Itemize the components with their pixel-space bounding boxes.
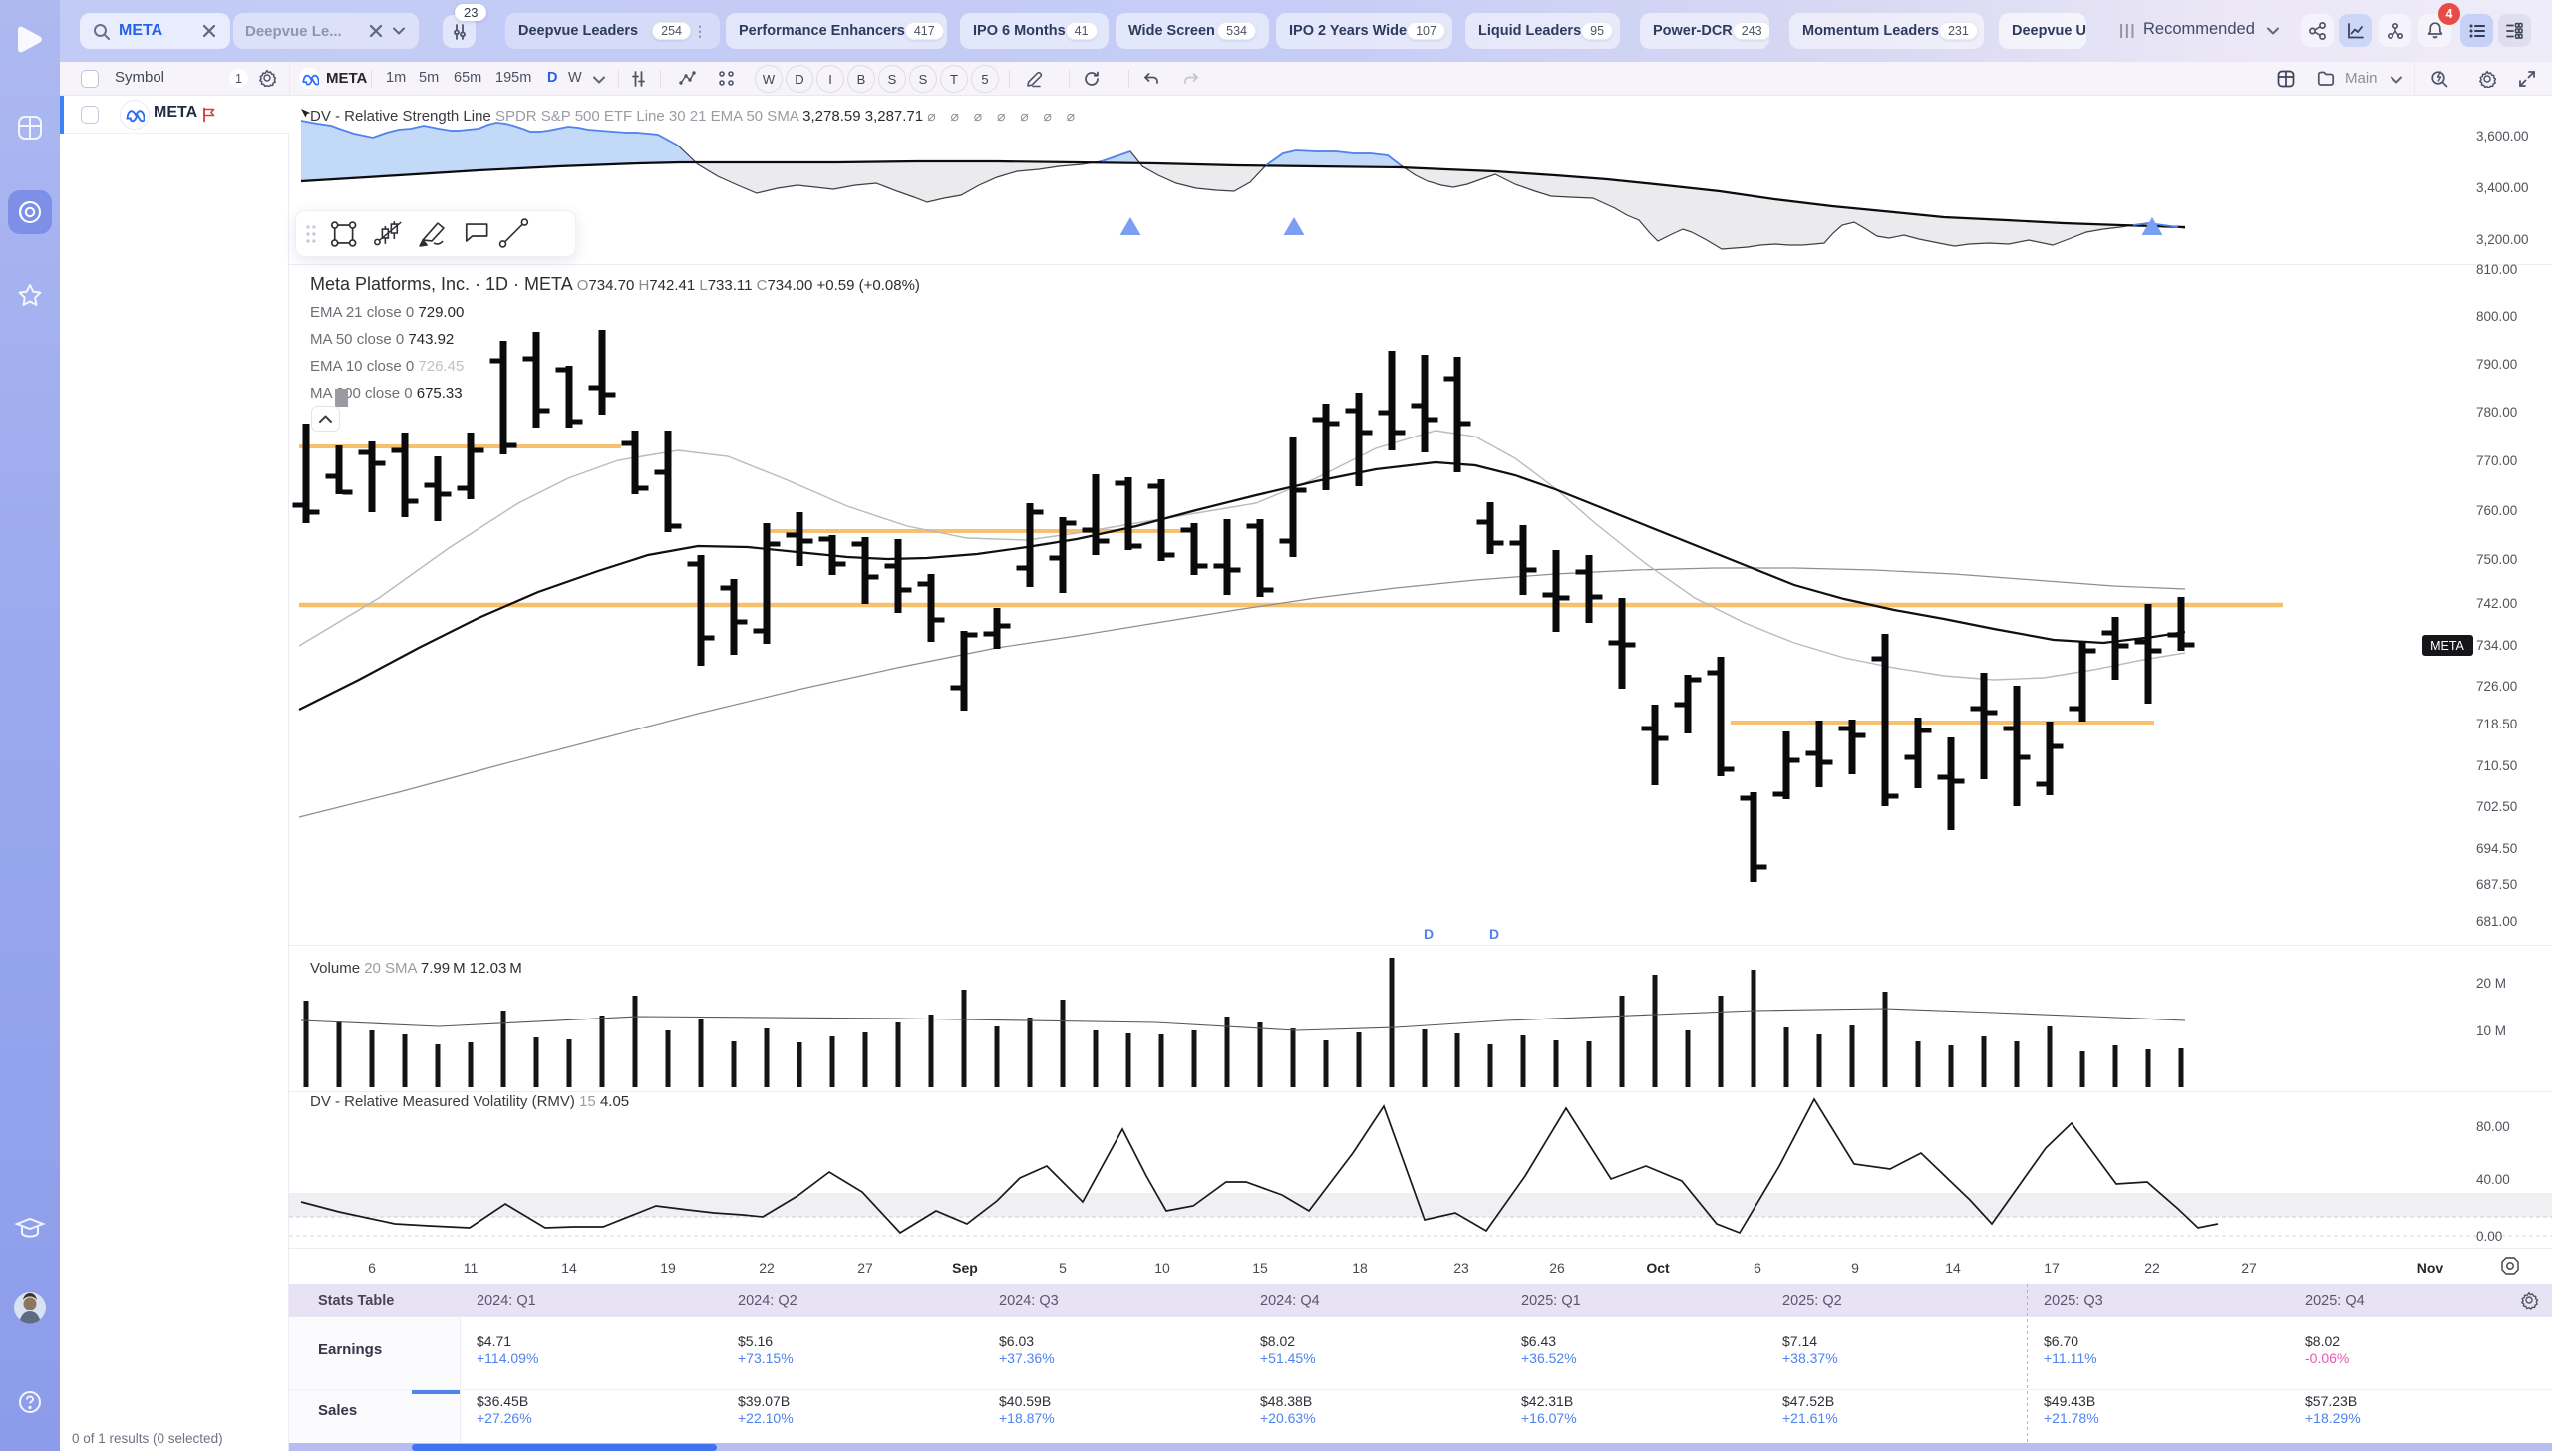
svg-text:3,200.00: 3,200.00: [2476, 232, 2529, 247]
svg-text:Sep: Sep: [952, 1260, 978, 1276]
svg-text:+51.45%: +51.45%: [1260, 1350, 1316, 1366]
svg-text:$4.71: $4.71: [477, 1333, 511, 1349]
svg-text:2024: Q3: 2024: Q3: [999, 1293, 1059, 1309]
svg-text:710.50: 710.50: [2476, 758, 2517, 773]
svg-text:2025: Q1: 2025: Q1: [1521, 1293, 1581, 1309]
svg-text:2025: Q3: 2025: Q3: [2044, 1293, 2103, 1309]
svg-text:702.50: 702.50: [2476, 799, 2517, 814]
svg-text:$57.23B: $57.23B: [2305, 1393, 2357, 1409]
svg-text:718.50: 718.50: [2476, 717, 2517, 731]
svg-text:$39.07B: $39.07B: [738, 1393, 790, 1409]
svg-text:$48.38B: $48.38B: [1260, 1393, 1312, 1409]
svg-text:10 M: 10 M: [2476, 1023, 2506, 1038]
svg-text:+21.78%: +21.78%: [2044, 1410, 2099, 1426]
svg-text:9: 9: [1851, 1260, 1859, 1276]
svg-text:EMA 21 close 0 729.00: EMA 21 close 0 729.00: [310, 304, 464, 321]
svg-text:726.00: 726.00: [2476, 679, 2517, 694]
svg-text:$8.02: $8.02: [2305, 1333, 2340, 1349]
svg-text:80.00: 80.00: [2476, 1119, 2510, 1134]
svg-text:+38.37%: +38.37%: [1782, 1350, 1838, 1366]
svg-text:$6.70: $6.70: [2044, 1333, 2078, 1349]
svg-text:Oct: Oct: [1646, 1260, 1670, 1276]
svg-text:770.00: 770.00: [2476, 453, 2517, 468]
svg-text:742.00: 742.00: [2476, 596, 2517, 611]
svg-text:14: 14: [561, 1260, 577, 1276]
svg-text:+16.07%: +16.07%: [1521, 1410, 1577, 1426]
svg-text:27: 27: [2241, 1260, 2257, 1276]
svg-text:$40.59B: $40.59B: [999, 1393, 1051, 1409]
svg-text:2024: Q2: 2024: Q2: [738, 1293, 798, 1309]
svg-text:800.00: 800.00: [2476, 309, 2517, 324]
svg-text:0.00: 0.00: [2476, 1229, 2502, 1244]
svg-text:+18.29%: +18.29%: [2305, 1410, 2361, 1426]
svg-text:Volume 20 SMA 7.99 M 12.03 M: Volume 20 SMA 7.99 M 12.03 M: [310, 960, 522, 977]
svg-text:22: 22: [2144, 1260, 2160, 1276]
svg-text:3,600.00: 3,600.00: [2476, 129, 2529, 144]
svg-text:20 M: 20 M: [2476, 976, 2506, 991]
svg-text:6: 6: [1754, 1260, 1761, 1276]
svg-text:MA 200 close 0 675.33: MA 200 close 0 675.33: [310, 385, 463, 402]
svg-text:+37.36%: +37.36%: [999, 1350, 1055, 1366]
svg-text:DV - Relative Strength Line SP: DV - Relative Strength Line SPDR S&P 500…: [310, 108, 1081, 125]
svg-text:750.00: 750.00: [2476, 552, 2517, 567]
svg-text:MA 50 close 0 743.92: MA 50 close 0 743.92: [310, 331, 454, 348]
svg-text:2024: Q1: 2024: Q1: [477, 1293, 536, 1309]
svg-text:2025: Q2: 2025: Q2: [1782, 1293, 1842, 1309]
svg-text:D: D: [1489, 926, 1499, 942]
svg-text:$8.02: $8.02: [1260, 1333, 1295, 1349]
svg-text:3,400.00: 3,400.00: [2476, 180, 2529, 195]
svg-text:META: META: [2430, 639, 2464, 653]
svg-text:+36.52%: +36.52%: [1521, 1350, 1577, 1366]
svg-text:$42.31B: $42.31B: [1521, 1393, 1573, 1409]
svg-text:790.00: 790.00: [2476, 357, 2517, 372]
svg-text:EMA 10 close 0 726.45: EMA 10 close 0 726.45: [310, 358, 464, 375]
svg-text:17: 17: [2044, 1260, 2060, 1276]
svg-text:Earnings: Earnings: [318, 1341, 382, 1358]
svg-text:2024: Q4: 2024: Q4: [1260, 1293, 1320, 1309]
svg-text:2025: Q4: 2025: Q4: [2305, 1293, 2365, 1309]
svg-text:Nov: Nov: [2417, 1260, 2444, 1276]
svg-text:$36.45B: $36.45B: [477, 1393, 528, 1409]
svg-text:-0.06%: -0.06%: [2305, 1350, 2349, 1366]
svg-text:$49.43B: $49.43B: [2044, 1393, 2095, 1409]
svg-text:27: 27: [857, 1260, 873, 1276]
svg-text:810.00: 810.00: [2476, 262, 2517, 277]
svg-text:5: 5: [1059, 1260, 1067, 1276]
svg-text:734.00: 734.00: [2476, 638, 2517, 653]
svg-text:22: 22: [759, 1260, 775, 1276]
svg-text:760.00: 760.00: [2476, 503, 2517, 518]
svg-text:23: 23: [1453, 1260, 1469, 1276]
svg-text:+27.26%: +27.26%: [477, 1410, 532, 1426]
svg-text:40.00: 40.00: [2476, 1172, 2510, 1187]
svg-text:+21.61%: +21.61%: [1782, 1410, 1838, 1426]
svg-text:11: 11: [464, 1260, 478, 1276]
svg-text:694.50: 694.50: [2476, 841, 2517, 856]
svg-text:15: 15: [1252, 1260, 1268, 1276]
svg-text:687.50: 687.50: [2476, 877, 2517, 892]
svg-text:$6.43: $6.43: [1521, 1333, 1556, 1349]
svg-text:14: 14: [1945, 1260, 1961, 1276]
svg-text:Meta Platforms, Inc. · 1D · ME: Meta Platforms, Inc. · 1D · META O734.70…: [310, 274, 920, 294]
svg-text:D: D: [1424, 926, 1434, 942]
svg-text:+11.11%: +11.11%: [2044, 1350, 2097, 1366]
svg-text:26: 26: [1549, 1260, 1565, 1276]
svg-text:+22.10%: +22.10%: [738, 1410, 794, 1426]
svg-text:+20.63%: +20.63%: [1260, 1410, 1316, 1426]
svg-text:+73.15%: +73.15%: [738, 1350, 794, 1366]
svg-text:+114.09%: +114.09%: [477, 1350, 538, 1366]
svg-text:$7.14: $7.14: [1782, 1333, 1817, 1349]
svg-text:$5.16: $5.16: [738, 1333, 773, 1349]
svg-text:780.00: 780.00: [2476, 405, 2517, 420]
svg-text:$6.03: $6.03: [999, 1333, 1034, 1349]
svg-text:19: 19: [660, 1260, 676, 1276]
svg-text:Sales: Sales: [318, 1402, 357, 1419]
svg-text:18: 18: [1352, 1260, 1368, 1276]
svg-text:6: 6: [368, 1260, 376, 1276]
svg-text:Stats Table: Stats Table: [318, 1293, 394, 1309]
svg-text:+18.87%: +18.87%: [999, 1410, 1055, 1426]
svg-text:DV - Relative Measured Volatil: DV - Relative Measured Volatility (RMV) …: [310, 1093, 629, 1110]
svg-text:$47.52B: $47.52B: [1782, 1393, 1834, 1409]
svg-text:681.00: 681.00: [2476, 914, 2517, 929]
svg-text:10: 10: [1154, 1260, 1170, 1276]
